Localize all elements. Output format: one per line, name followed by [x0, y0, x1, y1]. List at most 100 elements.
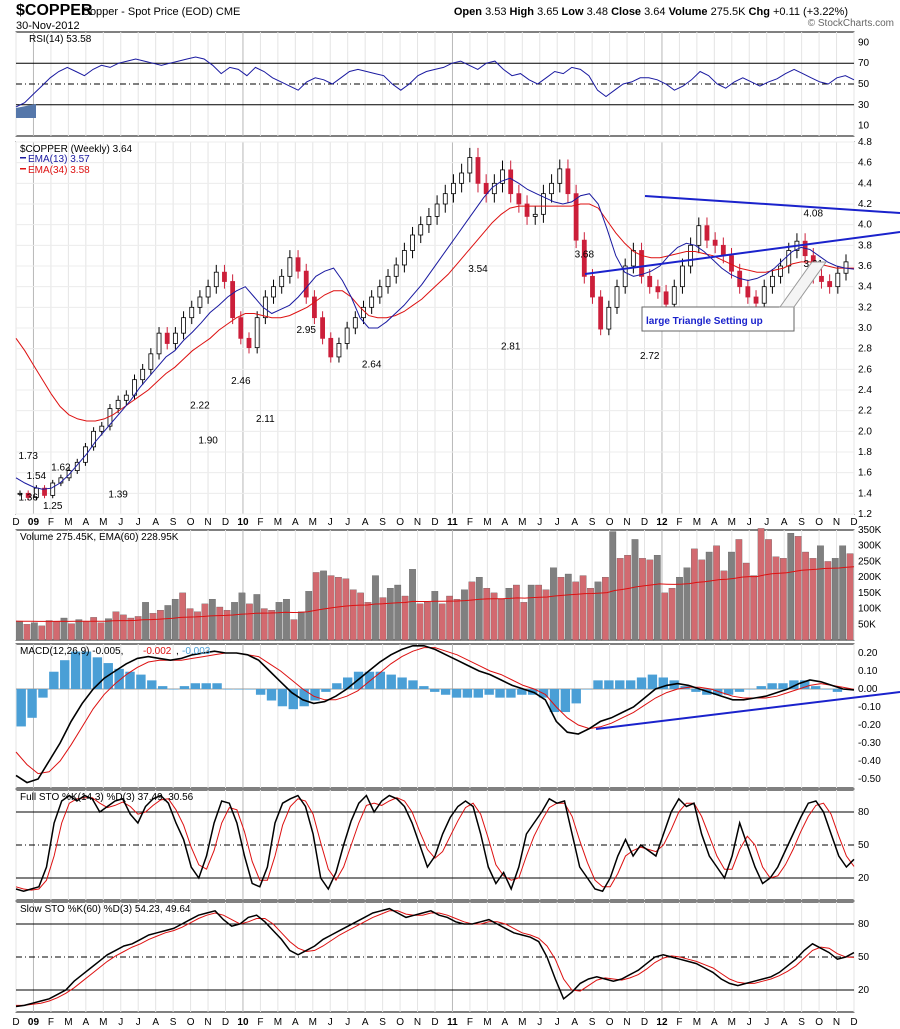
- volume-bar: [75, 619, 83, 641]
- low-value: 3.48: [586, 6, 609, 18]
- price-tick-label: 2.0: [858, 426, 872, 437]
- month-axis-label: M: [274, 517, 282, 528]
- ema13-line: [15, 177, 855, 490]
- price-candle-body: [720, 244, 726, 257]
- macd-tick-label: 0.10: [858, 666, 878, 677]
- volume-bar: [720, 570, 728, 641]
- volume-bar: [253, 594, 261, 641]
- price-candle-body: [434, 203, 440, 217]
- price-point-label: 2.72: [640, 351, 660, 362]
- price-candle-body: [590, 275, 595, 298]
- price-candle-body: [140, 368, 146, 381]
- month-axis-label: D: [431, 1017, 438, 1028]
- month-axis-label: N: [623, 517, 630, 528]
- macd-histogram-bar: [778, 683, 788, 689]
- month-axis-label: F: [48, 517, 54, 528]
- price-point-label: 2.22: [190, 401, 210, 412]
- macd-histogram-bar: [647, 674, 658, 689]
- macd-histogram-bar: [168, 689, 179, 690]
- price-candle-body: [541, 193, 546, 215]
- volume-bar: [171, 598, 179, 641]
- volume-bar: [157, 609, 164, 641]
- price-candle-body: [377, 286, 383, 298]
- month-axis-label: D: [222, 1017, 229, 1028]
- macd-signal-value: -0.002: [143, 646, 172, 657]
- slow-sto-tick-label: 80: [858, 919, 870, 930]
- month-axis-label: M: [518, 517, 526, 528]
- ema34-legend-swatch: [20, 168, 26, 170]
- macd-histogram-bar: [234, 689, 244, 690]
- price-candle-body: [761, 286, 767, 304]
- month-axis-label: D: [12, 517, 19, 528]
- macd-histogram-bar: [604, 680, 614, 689]
- price-candle-body: [426, 215, 432, 226]
- price-candle-body: [451, 182, 456, 195]
- macd-histogram-bar: [342, 677, 353, 689]
- price-point-label: 1.90: [198, 436, 218, 447]
- month-axis-label: A: [501, 517, 508, 528]
- volume-bar: [794, 536, 802, 641]
- volume-bar: [824, 561, 832, 641]
- month-axis-label: M: [728, 1017, 736, 1028]
- month-axis-label: J: [764, 517, 769, 528]
- price-candle-body: [647, 275, 653, 288]
- price-candle-body: [467, 157, 473, 174]
- macd-histogram-bar: [713, 689, 723, 695]
- volume-title: Volume 275.45K, EMA(60) 228.95K: [20, 532, 179, 543]
- price-candle-body: [344, 327, 350, 344]
- price-candle-body: [262, 296, 268, 319]
- symbol-title: $COPPER: [16, 2, 93, 19]
- volume-bar: [765, 539, 772, 641]
- macd-histogram-bar: [49, 671, 59, 689]
- month-axis-label: D: [12, 1017, 19, 1028]
- volume-bar: [372, 575, 379, 641]
- month-axis-label: O: [187, 1017, 195, 1028]
- month-axis-label: D: [850, 1017, 857, 1028]
- price-tick-label: 1.4: [858, 488, 872, 499]
- month-axis-label: S: [798, 517, 805, 528]
- volume-tick-label: 350K: [858, 525, 882, 536]
- price-candle-body: [123, 394, 129, 401]
- macd-histogram-bar: [27, 689, 37, 718]
- price-candle-body: [835, 272, 841, 288]
- month-axis-label: M: [483, 517, 491, 528]
- volume-bar: [668, 587, 676, 641]
- symbol-description: Copper - Spot Price (EOD) CME: [82, 6, 240, 18]
- price-point-label: 3.68: [575, 250, 595, 261]
- macd-histogram-bar: [81, 651, 92, 689]
- month-axis-label: F: [257, 517, 263, 528]
- volume-bar: [735, 539, 743, 641]
- month-axis-label: J: [328, 517, 333, 528]
- full-sto-tick-label: 50: [858, 840, 870, 851]
- volume-bar: [483, 587, 491, 641]
- macd-histogram-bar: [571, 689, 581, 704]
- price-candle-body: [475, 157, 481, 184]
- macd-histogram-bar: [201, 683, 211, 689]
- volume-bar: [498, 598, 505, 641]
- volume-bar: [646, 559, 654, 641]
- macd-histogram-bar: [179, 686, 190, 689]
- volume-bar: [68, 623, 75, 641]
- month-axis-label: O: [187, 517, 195, 528]
- price-candle-body: [254, 317, 260, 349]
- chg-label: Chg: [748, 6, 770, 18]
- open-value: 3.53: [485, 6, 507, 18]
- price-candle-body: [197, 296, 203, 308]
- month-axis-label: A: [711, 1017, 718, 1028]
- month-axis-label: D: [641, 517, 648, 528]
- macd-histogram-bar: [266, 689, 277, 701]
- macd-histogram-bar: [16, 689, 26, 727]
- macd-hist-value: -0.003: [182, 646, 211, 657]
- price-candle-body: [712, 239, 718, 246]
- volume-bar: [616, 558, 624, 641]
- price-candle-body: [819, 275, 824, 282]
- month-axis-label: D: [850, 517, 857, 528]
- price-candle-body: [573, 193, 579, 241]
- price-point-label: 1.73: [18, 451, 38, 462]
- volume-bar: [105, 618, 112, 641]
- volume-bar: [639, 558, 646, 641]
- month-axis-label: F: [257, 1017, 263, 1028]
- macd-histogram-bar: [495, 689, 505, 698]
- month-axis-label: N: [204, 517, 211, 528]
